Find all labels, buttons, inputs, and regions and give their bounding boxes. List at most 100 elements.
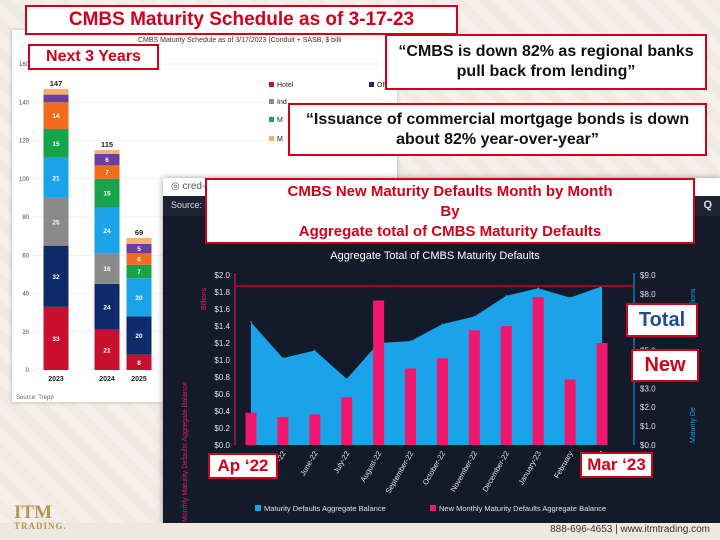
- left-legend-swatch: [269, 82, 274, 87]
- left-bar-segment-label: 21: [52, 175, 60, 182]
- left-x-tick-label: 2025: [131, 376, 147, 383]
- logo-subtext: TRADING.: [14, 521, 67, 531]
- right-x-tick-label: September-22: [384, 450, 416, 496]
- total-defaults-point: [537, 287, 540, 290]
- total-defaults-area: [250, 286, 603, 445]
- start-month-tag: Ap ‘22: [208, 453, 278, 479]
- left-bar-segment-label: 32: [52, 274, 60, 281]
- left-bar-segment-label: 21: [103, 347, 111, 354]
- left-bar-segment-label: 25: [52, 219, 60, 226]
- left-y-tick-label: 40: [22, 292, 29, 298]
- new-defaults-bar: [436, 358, 448, 445]
- left-bar-segment: [94, 329, 120, 370]
- total-defaults-point: [505, 294, 508, 297]
- total-defaults-point: [313, 349, 316, 352]
- left-bar-segment: [94, 178, 120, 208]
- left-bar-segment-label: 8: [137, 360, 141, 367]
- new-defaults-bar: [373, 300, 385, 445]
- new-tag: New: [631, 349, 699, 382]
- right-x-tick-label: August-22: [358, 450, 383, 484]
- left-bar-segment: [94, 150, 120, 154]
- new-defaults-bar: [564, 379, 576, 445]
- left-bar-segment: [94, 153, 120, 166]
- left-bar-segment: [43, 102, 69, 130]
- left-y-tick-label: 140: [19, 100, 30, 106]
- defaults-chart: Aggregate Total of CMBS Maturity Default…: [182, 250, 697, 523]
- itm-logo: ITM TRADING.: [14, 502, 67, 531]
- left-y-tick-label: 0: [26, 368, 30, 374]
- left-bar-segment: [43, 157, 69, 198]
- total-defaults-point: [473, 315, 476, 318]
- left-bar-segment-label: 15: [103, 191, 111, 198]
- brand-logo-letter: Q: [703, 199, 712, 211]
- footer-contact: 888-696-4653 | www.itmtrading.com: [550, 524, 710, 535]
- left-bar-segment: [43, 245, 69, 307]
- left-bar-segment-label: 7: [137, 269, 141, 276]
- new-defaults-bar: [405, 368, 417, 445]
- left-legend-label: M: [277, 117, 283, 124]
- url-text: cred-: [182, 181, 206, 192]
- left-legend-swatch: [269, 99, 274, 104]
- left-bar-segment-label: 15: [52, 141, 60, 148]
- left-chart-header: CMBS Maturity Schedule as of 3/17/2023 (…: [138, 37, 342, 44]
- defaults-title-line2: By: [440, 203, 460, 220]
- right-y-right-label: Maturity De: [690, 407, 697, 443]
- right-y-right-unit: illions: [690, 288, 697, 306]
- left-bar-segment-label: 7: [105, 170, 109, 177]
- left-bar-segment-label: 20: [135, 333, 143, 340]
- left-x-tick-label: 2023: [48, 376, 64, 383]
- footer-bar: [0, 523, 720, 540]
- left-bar-segment: [94, 283, 120, 330]
- right-y-left-tick-label: $0.0: [214, 441, 230, 450]
- defaults-title-line3: Aggregate total of CMBS Maturity Default…: [298, 223, 602, 240]
- right-y-right-tick-label: $2.0: [640, 403, 656, 412]
- left-bar-segment: [43, 197, 69, 246]
- right-y-left-label: New Monthly Maturity Defaults Aggregate …: [182, 382, 189, 523]
- new-defaults-bar: [341, 397, 353, 445]
- left-bar-segment: [43, 306, 69, 370]
- left-chart-source: Source: Trepp: [16, 395, 54, 401]
- right-y-left-tick-label: $1.6: [214, 305, 230, 314]
- left-bar-total-label: 69: [135, 228, 143, 237]
- url-icon: ◎: [171, 181, 183, 192]
- legend-swatch-new: [430, 505, 436, 511]
- left-x-tick-label: 2024: [99, 376, 115, 383]
- right-x-tick-label: November-22: [449, 450, 480, 494]
- defaults-title-box: CMBS New Maturity Defaults Month by Mont…: [205, 178, 695, 244]
- left-bar-segment-label: 20: [135, 295, 143, 302]
- legend-label-total: Maturity Defaults Aggregate Balance: [264, 504, 386, 513]
- right-y-left-tick-label: $1.4: [214, 322, 230, 331]
- total-defaults-point: [409, 340, 412, 342]
- right-x-tick-label: January-23: [516, 450, 543, 487]
- logo-text: ITM: [14, 502, 52, 523]
- right-y-left-tick-label: $1.8: [214, 288, 230, 297]
- left-bar-segment: [43, 94, 69, 103]
- left-legend-label: Ind: [277, 99, 287, 106]
- left-bar-segment: [43, 129, 69, 158]
- total-defaults-point: [569, 296, 571, 299]
- left-bar-segment: [126, 278, 152, 317]
- right-y-right-tick-label: $8.0: [640, 290, 656, 299]
- new-defaults-bar: [532, 297, 544, 445]
- left-bar-segment: [126, 316, 152, 355]
- left-y-tick-label: 80: [22, 215, 29, 221]
- left-y-tick-label: 100: [19, 177, 30, 183]
- left-bar-segment-label: 24: [103, 228, 111, 235]
- left-bar-segment: [126, 354, 152, 370]
- left-legend-swatch: [269, 136, 274, 141]
- right-y-left-tick-label: $2.0: [214, 271, 230, 280]
- left-bar-segment: [43, 88, 69, 95]
- left-bar-segment-label: 16: [103, 266, 111, 273]
- defaults-title-line1: CMBS New Maturity Defaults Month by Mont…: [287, 183, 613, 200]
- right-y-right-tick-label: $1.0: [640, 422, 656, 431]
- right-y-left-tick-label: $1.0: [214, 356, 230, 365]
- left-legend-swatch: [369, 82, 374, 87]
- legend-swatch-total: [255, 505, 261, 511]
- left-y-tick-label: 120: [19, 139, 30, 145]
- left-bar-segment: [126, 253, 152, 265]
- left-bar-segment: [94, 253, 120, 284]
- new-defaults-bar: [500, 326, 512, 445]
- right-x-tick-label: February: [552, 449, 575, 480]
- left-bar-segment-label: 24: [103, 304, 111, 311]
- right-x-tick-label: July-22: [332, 450, 352, 475]
